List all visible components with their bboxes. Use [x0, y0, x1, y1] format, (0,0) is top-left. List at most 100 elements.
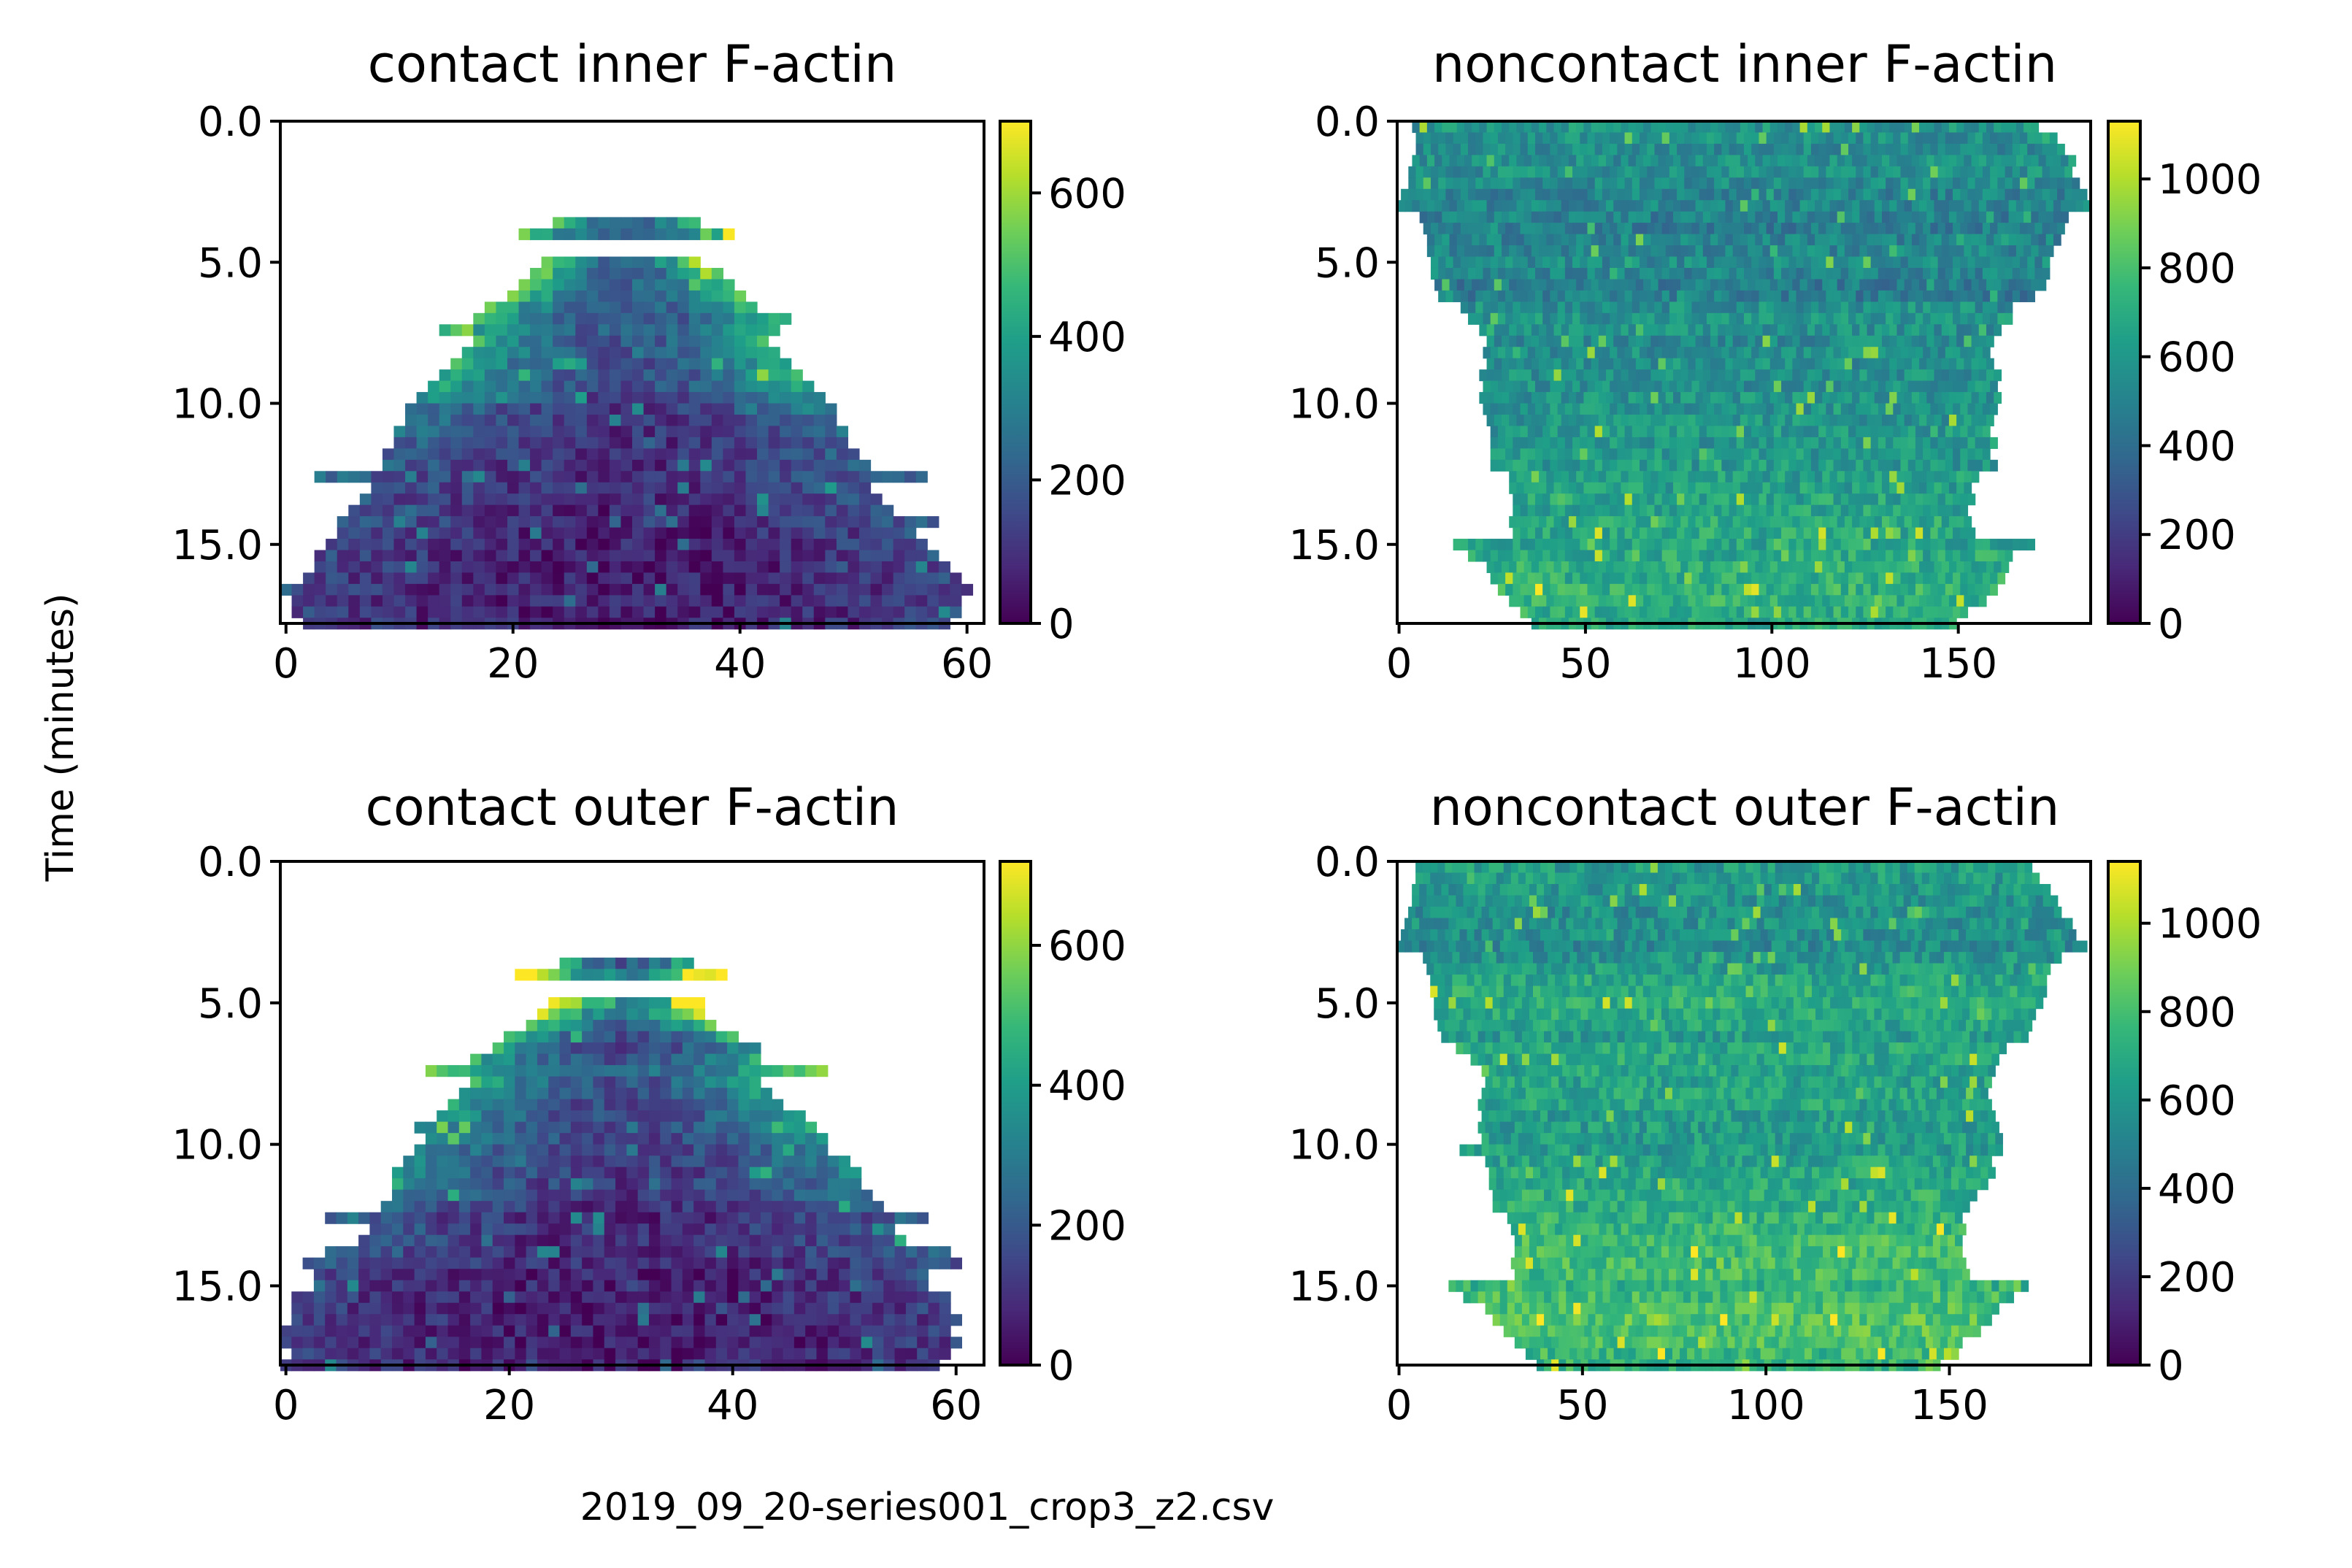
heatmap-cell: [757, 516, 769, 529]
heatmap-cell: [1807, 516, 1815, 529]
heatmap-cell: [1654, 572, 1663, 585]
heatmap-cell: [518, 380, 531, 393]
heatmap-cell: [1654, 143, 1663, 155]
y-tick-label: 10.0: [172, 381, 263, 428]
heatmap-cell: [1937, 267, 1946, 280]
heatmap-cell: [1844, 121, 1853, 134]
heatmap-cell: [1442, 279, 1450, 291]
heatmap-cell: [1740, 211, 1748, 223]
heatmap-cell: [1561, 155, 1569, 167]
heatmap-cell: [825, 426, 837, 438]
heatmap-cell: [1684, 143, 1693, 155]
heatmap-cell: [1826, 448, 1834, 461]
heatmap-cell: [1997, 177, 2006, 190]
heatmap-cell: [1818, 448, 1826, 461]
heatmap-cell: [530, 426, 542, 438]
heatmap-cell: [1617, 267, 1626, 280]
heatmap-cell: [1773, 583, 1782, 596]
heatmap-cell: [1594, 177, 1603, 190]
heatmap-cell: [780, 572, 792, 585]
heatmap-cell: [1941, 369, 1950, 382]
heatmap-cell: [1844, 482, 1853, 494]
heatmap-cell: [461, 516, 474, 529]
heatmap-cell: [1516, 392, 1525, 404]
heatmap-cell: [1930, 347, 1939, 359]
heatmap-cell: [836, 583, 849, 596]
heatmap-cell: [666, 267, 678, 280]
heatmap-cell: [1807, 335, 1815, 347]
heatmap-cell: [1777, 234, 1786, 246]
heatmap-cell: [1557, 301, 1566, 314]
heatmap-cell: [1602, 143, 1610, 155]
heatmap-cell: [439, 414, 451, 427]
heatmap-cell: [1997, 539, 2006, 551]
heatmap-cell: [1725, 358, 1734, 370]
heatmap-cell: [1948, 358, 1957, 370]
heatmap-cell: [1937, 504, 1946, 517]
heatmap-cell: [1990, 437, 1998, 449]
heatmap-cell: [1606, 414, 1614, 427]
heatmap-cell: [734, 335, 747, 347]
heatmap-cell: [666, 380, 678, 393]
heatmap-cell: [473, 369, 485, 382]
heatmap-cell: [2031, 234, 2040, 246]
heatmap-cell: [1751, 572, 1760, 585]
heatmap-cell: [575, 437, 588, 449]
heatmap-cell: [1639, 188, 1648, 201]
heatmap-cell: [1844, 595, 1853, 607]
heatmap-cell: [836, 482, 849, 494]
heatmap-cell: [1788, 403, 1797, 415]
heatmap-cell: [461, 380, 474, 393]
heatmap-cell: [416, 414, 428, 427]
heatmap-cell: [1867, 414, 1875, 427]
heatmap-cell: [723, 290, 735, 302]
heatmap-cell: [1859, 369, 1868, 382]
heatmap-cell: [1915, 493, 1924, 506]
heatmap-cell: [1647, 256, 1656, 269]
heatmap-cell: [2079, 188, 2088, 201]
heatmap-cell: [518, 561, 531, 574]
heatmap-cell: [734, 392, 747, 404]
heatmap-cell: [1755, 358, 1764, 370]
heatmap-cell: [1748, 234, 1756, 246]
heatmap-cell: [1904, 121, 1913, 134]
heatmap-cell: [2042, 143, 2051, 155]
heatmap-cell: [1468, 550, 1476, 562]
heatmap-cell: [1964, 335, 1972, 347]
heatmap-cell: [1848, 606, 1856, 618]
heatmap-cell: [1810, 347, 1819, 359]
heatmap-cell: [1583, 245, 1592, 258]
heatmap-cell: [1978, 358, 1987, 370]
heatmap-cell: [1881, 482, 1890, 494]
heatmap-cell: [1744, 290, 1752, 302]
heatmap-cell: [1945, 426, 1953, 438]
heatmap-cell: [1714, 267, 1722, 280]
heatmap-cell: [586, 228, 599, 240]
heatmap-cell: [359, 550, 372, 562]
heatmap-cell: [1598, 561, 1607, 574]
heatmap-cell: [2027, 290, 2035, 302]
heatmap-cell: [575, 312, 588, 325]
heatmap-cell: [1948, 155, 1957, 167]
heatmap-cell: [1546, 414, 1555, 427]
heatmap-cell: [575, 256, 588, 269]
heatmap-cell: [405, 606, 418, 618]
heatmap-cell: [1445, 290, 1454, 302]
heatmap-cell: [723, 493, 735, 506]
heatmap-cell: [2042, 132, 2051, 145]
colorbar-tick-label: 200: [1048, 457, 1126, 504]
heatmap-cell: [637, 969, 650, 981]
heatmap-cell: [450, 561, 463, 574]
heatmap-cell: [1923, 312, 1931, 325]
heatmap-cell: [1654, 583, 1663, 596]
heatmap-cell: [1684, 177, 1693, 190]
heatmap-cell: [1516, 471, 1525, 483]
heatmap-cell: [1810, 177, 1819, 190]
heatmap-cell: [1926, 245, 1935, 258]
heatmap-cell: [564, 324, 576, 337]
heatmap-cell: [1691, 550, 1700, 562]
heatmap-cell: [1867, 358, 1875, 370]
heatmap-cell: [648, 1020, 661, 1032]
heatmap-cell: [1632, 166, 1640, 178]
heatmap-cell: [1886, 223, 1894, 235]
